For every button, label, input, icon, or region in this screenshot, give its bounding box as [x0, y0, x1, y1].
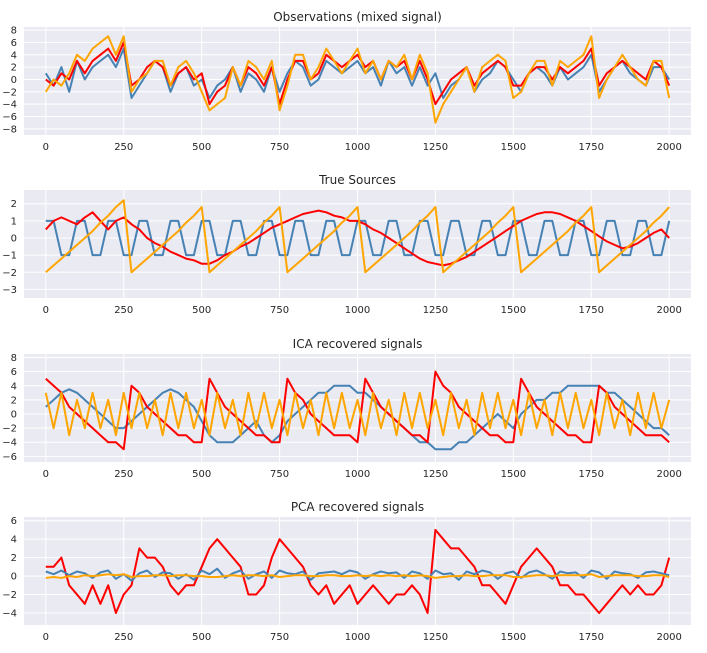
- x-tick-label: 2000: [656, 632, 681, 643]
- x-tick-label: 750: [270, 142, 289, 153]
- x-tick-label: 250: [114, 142, 133, 153]
- x-tick-label: 1000: [345, 305, 370, 316]
- x-tick-label: 0: [43, 632, 49, 643]
- chart-panel-3: 0 250 500 750 1000 1250 1500 1750 2000 −6 −4 −2 0 2 4 6…: [2, 337, 691, 480]
- x-tick-label: 2000: [656, 142, 681, 153]
- series-line-1: [45, 384, 670, 451]
- x-tick-label: 1000: [345, 469, 370, 480]
- series-line-2: [45, 567, 670, 582]
- x-tick-label: 1750: [579, 142, 604, 153]
- y-tick-label: 6: [11, 38, 17, 49]
- y-tick-label: 6: [11, 367, 17, 378]
- x-tick-label: 2000: [656, 469, 681, 480]
- y-tick-label: 0: [11, 410, 17, 421]
- x-tick-label: 1750: [579, 305, 604, 316]
- x-tick-label: 1250: [423, 469, 448, 480]
- series-line-3: [45, 573, 670, 579]
- x-tick-label: 0: [43, 305, 49, 316]
- y-tick-label: −2: [2, 590, 17, 601]
- series-line-1: [45, 528, 671, 614]
- x-tick-label: 1500: [501, 469, 526, 480]
- x-tick-label: 1250: [423, 632, 448, 643]
- chart-title: ICA recovered signals: [293, 337, 423, 351]
- x-tick-label: 1500: [501, 632, 526, 643]
- x-tick-label: 1000: [345, 632, 370, 643]
- chart-panel-2: 0 250 500 750 1000 1250 1500 1750 2000 −3 −2 −1 0 1 2 T…: [2, 173, 691, 316]
- y-tick-label: −1: [2, 251, 17, 262]
- x-tick-label: 0: [43, 469, 49, 480]
- x-tick-label: 250: [114, 632, 133, 643]
- y-tick-label: 4: [11, 50, 17, 61]
- x-tick-label: 1500: [501, 142, 526, 153]
- x-tick-label: 1500: [501, 305, 526, 316]
- x-tick-label: 1750: [579, 632, 604, 643]
- y-tick-label: −2: [2, 87, 17, 98]
- series-line-3: [44, 35, 671, 124]
- y-tick-label: 8: [11, 353, 17, 364]
- y-tick-label: 1: [11, 216, 17, 227]
- x-tick-label: 1250: [423, 305, 448, 316]
- x-tick-label: 250: [114, 305, 133, 316]
- y-tick-label: 0: [11, 75, 17, 86]
- y-tick-label: 2: [11, 395, 17, 406]
- x-tick-label: 500: [192, 142, 211, 153]
- chart-panel-1: 0 250 500 750 1000 1250 1500 1750 2000−8−6−4−202…: [2, 10, 691, 153]
- x-tick-label: 1750: [579, 469, 604, 480]
- chart-title: True Sources: [318, 173, 396, 187]
- series-line-3: [45, 199, 670, 274]
- series-line-2: [45, 209, 670, 267]
- chart-panel-4: 0 250 500 750 1000 1250 1500 1750 2000 −4 −2 0 2 4 6 PC…: [2, 500, 691, 643]
- chart-title: PCA recovered signals: [291, 500, 424, 514]
- y-tick-label: 4: [11, 535, 17, 546]
- y-tick-label: 2: [11, 199, 17, 210]
- x-tick-label: 500: [192, 469, 211, 480]
- y-tick-label: 0: [11, 234, 17, 245]
- series-line-2: [45, 370, 670, 451]
- y-tick-label: 4: [11, 381, 17, 392]
- x-tick-label: 1250: [423, 142, 448, 153]
- x-tick-label: 500: [192, 632, 211, 643]
- y-tick-label: 8: [11, 26, 17, 37]
- y-tick-label: −6: [2, 452, 17, 463]
- y-tick-label: −4: [2, 438, 17, 449]
- x-tick-label: 2000: [656, 305, 681, 316]
- x-tick-label: 1000: [345, 142, 370, 153]
- y-tick-label: −2: [2, 268, 17, 279]
- series-line-3: [44, 391, 671, 437]
- y-tick-label: 2: [11, 553, 17, 564]
- x-tick-label: 500: [192, 305, 211, 316]
- y-tick-label: −8: [2, 124, 17, 135]
- x-tick-label: 250: [114, 469, 133, 480]
- y-tick-label: 2: [11, 63, 17, 74]
- y-tick-label: −6: [2, 112, 17, 123]
- y-tick-label: 0: [11, 572, 17, 583]
- y-tick-label: −2: [2, 424, 17, 435]
- chart-title: Observations (mixed signal): [273, 10, 442, 24]
- y-tick-label: 6: [11, 516, 17, 527]
- x-tick-label: 750: [270, 632, 289, 643]
- x-tick-label: 0: [43, 142, 49, 153]
- y-tick-label: −3: [2, 285, 17, 296]
- y-tick-label: −4: [2, 100, 17, 111]
- y-tick-label: −4: [2, 609, 17, 620]
- x-tick-label: 750: [270, 305, 289, 316]
- x-tick-label: 750: [270, 469, 289, 480]
- series-line-2: [45, 41, 671, 106]
